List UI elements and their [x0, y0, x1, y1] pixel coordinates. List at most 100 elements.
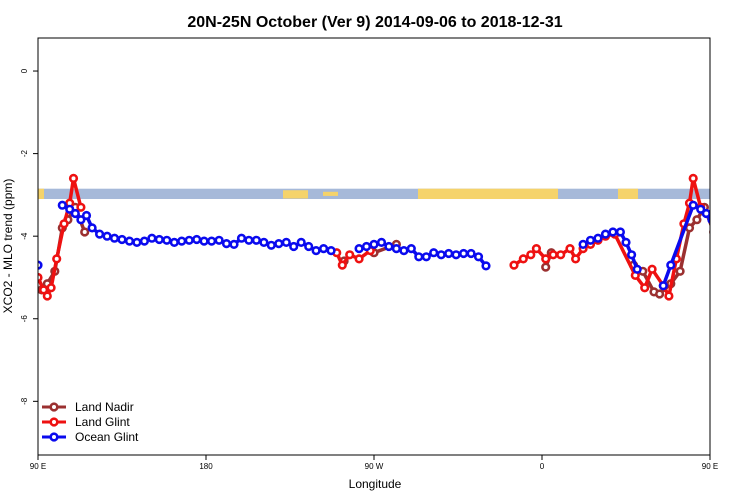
- y-axis-label: XCO2 - MLO trend (ppm): [1, 179, 15, 314]
- legend-label: Land Glint: [75, 415, 130, 429]
- data-point: [735, 233, 742, 240]
- data-point: [742, 235, 749, 242]
- data-point: [361, 241, 372, 252]
- data-point: [337, 260, 347, 270]
- data-point: [473, 252, 484, 262]
- data-point: [326, 246, 336, 256]
- data-point: [139, 236, 149, 246]
- data-point: [436, 250, 446, 260]
- data-point: [600, 229, 611, 239]
- data-point: [466, 248, 476, 259]
- x-tick-label: 90 W: [365, 462, 384, 471]
- data-point: [102, 231, 112, 241]
- data-point: [578, 239, 588, 249]
- data-point: [369, 239, 379, 249]
- legend-swatch-marker: [49, 402, 59, 412]
- data-point: [46, 283, 56, 293]
- land-patch: [323, 191, 338, 196]
- data-point: [701, 208, 710, 219]
- data-point: [709, 229, 710, 235]
- legend-label: Land Nadir: [75, 400, 134, 414]
- data-point: [59, 219, 69, 229]
- data-point: [647, 264, 657, 274]
- data-point: [451, 250, 461, 260]
- data-point: [688, 200, 698, 210]
- land-patch: [618, 188, 638, 200]
- data-point: [266, 240, 276, 250]
- data-point: [658, 281, 668, 291]
- data-point: [531, 244, 542, 254]
- series-ocean-glint: [38, 200, 749, 291]
- data-point: [162, 235, 172, 245]
- data-point: [38, 285, 49, 295]
- data-point: [384, 241, 394, 252]
- data-point: [244, 235, 254, 245]
- legend-label: Ocean Glint: [75, 430, 139, 444]
- data-point: [459, 248, 469, 259]
- data-point: [526, 250, 536, 260]
- data-point: [675, 266, 685, 276]
- data-point: [565, 244, 575, 254]
- data-point: [354, 244, 364, 254]
- data-point: [192, 234, 202, 245]
- data-point: [541, 254, 551, 264]
- ocean-band: [38, 188, 710, 200]
- data-point: [621, 237, 631, 247]
- data-point: [199, 236, 209, 246]
- data-point: [304, 241, 314, 252]
- data-point: [221, 239, 232, 249]
- legend-swatch-marker: [49, 417, 59, 427]
- data-point: [720, 225, 727, 232]
- data-point: [688, 173, 698, 183]
- data-point: [214, 235, 224, 245]
- data-point: [666, 260, 676, 270]
- data-point: [229, 239, 239, 249]
- data-point: [444, 248, 454, 259]
- series-layer: [38, 173, 749, 301]
- data-point: [274, 239, 284, 249]
- data-point: [593, 233, 603, 243]
- y-tick-label: -4: [20, 232, 29, 240]
- data-point: [76, 215, 86, 225]
- data-point: [87, 223, 97, 233]
- data-point: [640, 283, 650, 293]
- data-point: [68, 173, 79, 183]
- y-tick-label: 0: [20, 68, 29, 73]
- data-point: [65, 204, 75, 214]
- legend-swatch-marker: [49, 432, 59, 442]
- legend-item: Land Glint: [42, 415, 130, 429]
- data-point: [52, 254, 62, 264]
- x-axis: 90 E 180 90 W 0 90 E: [30, 455, 718, 471]
- data-point: [399, 246, 409, 256]
- data-point: [76, 202, 86, 212]
- data-point: [481, 261, 491, 271]
- data-point: [289, 241, 299, 252]
- data-point: [296, 237, 306, 247]
- data-point: [236, 233, 247, 243]
- data-point: [696, 204, 706, 214]
- data-point: [319, 244, 329, 254]
- data-point: [311, 246, 321, 256]
- data-point: [608, 227, 618, 237]
- data-point: [615, 227, 626, 237]
- data-point: [632, 264, 642, 274]
- y-tick-label: -8: [20, 397, 29, 405]
- y-tick-label: -6: [20, 315, 29, 323]
- data-point: [556, 250, 566, 260]
- data-point: [57, 200, 67, 210]
- data-point: [429, 248, 439, 258]
- data-point: [570, 254, 581, 264]
- data-point: [626, 250, 637, 260]
- data-point: [727, 231, 734, 238]
- data-point: [509, 260, 519, 270]
- data-point: [154, 234, 164, 245]
- data-point: [281, 237, 291, 247]
- data-point: [94, 229, 105, 239]
- data-point: [124, 236, 135, 246]
- data-point: [70, 208, 80, 219]
- data-point: [259, 237, 269, 247]
- data-point: [207, 236, 217, 246]
- data-point: [42, 291, 52, 301]
- land-patch: [418, 188, 558, 200]
